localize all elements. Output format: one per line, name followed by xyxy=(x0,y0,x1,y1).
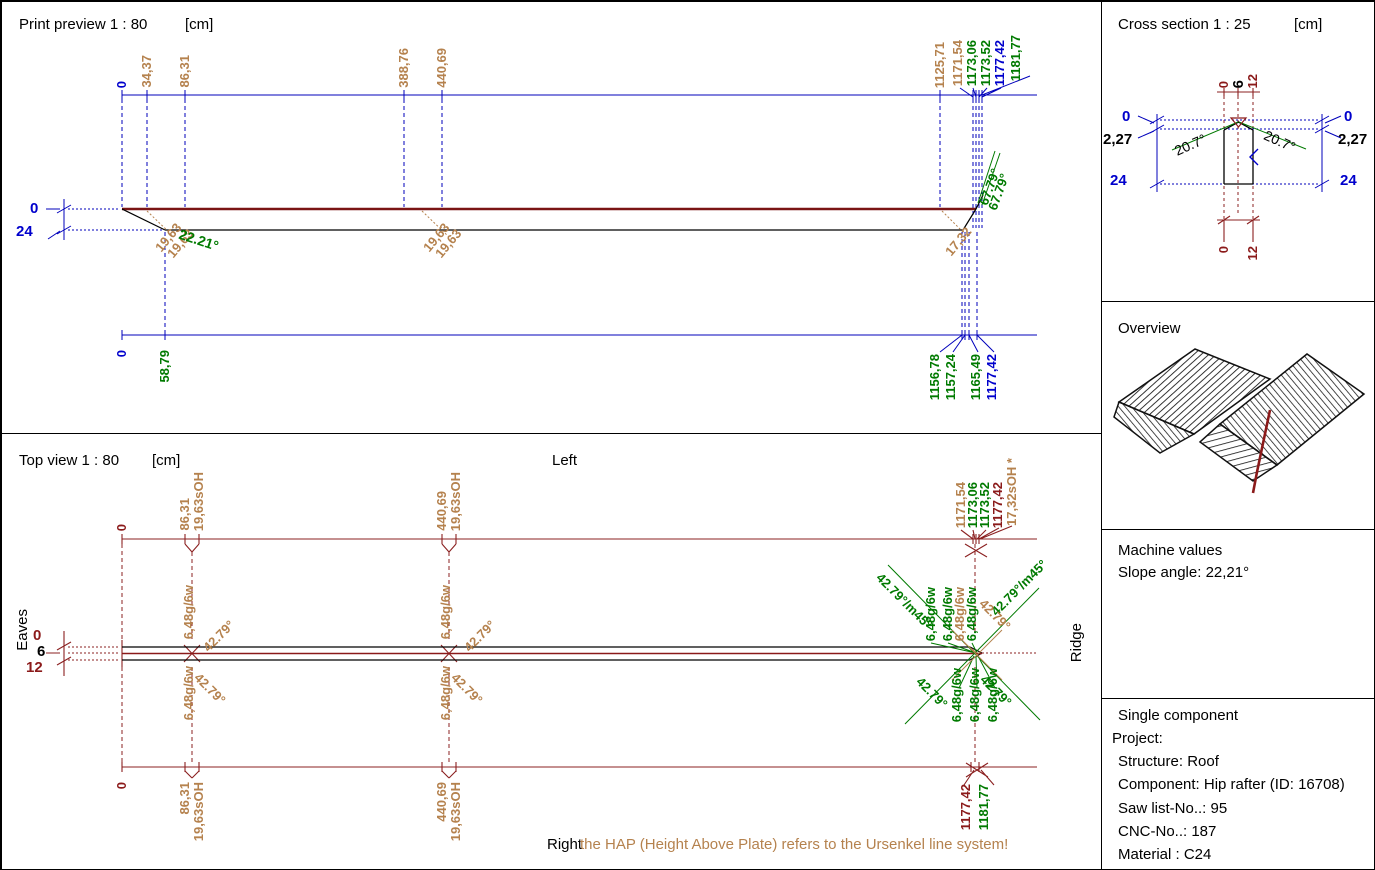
dim-label: 388,76 xyxy=(396,48,411,88)
dim-label: 19,63sOH xyxy=(191,471,206,531)
component-info-line: Material : C24 xyxy=(1118,846,1212,863)
panel-title: Print preview 1 : 80 xyxy=(19,16,148,33)
dim-label: 1125,71 xyxy=(932,41,947,88)
dim-label: 1177,42 xyxy=(958,784,973,831)
dim-label: 1156,78 xyxy=(927,354,942,401)
side-view-drawing xyxy=(46,75,1037,353)
dim-label: 12 xyxy=(26,659,43,676)
panel-unit: [cm] xyxy=(152,452,181,469)
dim-label: 1173,06 xyxy=(964,39,979,86)
overview-3d-drawing xyxy=(1113,348,1366,494)
dim-label: 6 xyxy=(37,643,46,660)
side-label-right: Right xyxy=(547,836,583,853)
component-info-line: Project: xyxy=(1112,730,1163,747)
dim-label: 2,27 xyxy=(1103,131,1133,148)
dim-label: 58,79 xyxy=(157,350,172,383)
component-info-line: Structure: Roof xyxy=(1118,753,1219,770)
dim-label: 0 xyxy=(114,523,129,531)
panel-title: Machine values xyxy=(1118,542,1223,559)
overview-panel: Overview xyxy=(1101,301,1374,530)
machine-values-panel: Machine values Slope angle: 22,21° xyxy=(1101,529,1374,699)
dim-label: 1177,42 xyxy=(990,481,1005,528)
slope-angle-value: Slope angle: 22,21° xyxy=(1118,564,1250,581)
dim-label: 0 xyxy=(114,80,129,88)
dim-label: 0 xyxy=(1216,80,1231,88)
panel-title: Overview xyxy=(1118,320,1181,337)
dim-label: 0 xyxy=(114,350,129,358)
dim-label: 1177,42 xyxy=(992,39,1007,86)
machining-label: 6,48g/6w xyxy=(438,666,453,721)
single-component-panel: Single component Project: Structure: Roo… xyxy=(1101,698,1374,869)
machining-label: 6,48g/6w xyxy=(964,586,979,641)
machining-label: 6,48g/6w xyxy=(949,668,964,723)
dim-label: 1173,52 xyxy=(978,39,993,86)
dim-label: 0 xyxy=(1216,246,1231,254)
machining-label: 6,48g/6w xyxy=(181,666,196,721)
dim-label: 17,32sOH * xyxy=(1004,458,1019,526)
component-info-line: Component: Hip rafter (ID: 16708) xyxy=(1118,776,1345,793)
dim-label: 86,31 xyxy=(177,498,192,531)
cross-section-drawing xyxy=(1137,88,1342,242)
top-view-panel: Top view 1 : 80 [cm] Left 0 86,31 19,63s… xyxy=(1,433,1102,869)
side-view-panel: Print preview 1 : 80 [cm] 0 34,37 86,31 … xyxy=(1,1,1102,434)
dim-label: 24 xyxy=(16,223,33,240)
dim-label: 440,69 xyxy=(434,491,449,531)
top-view-drawing xyxy=(46,525,1041,786)
dim-label: 2,27 xyxy=(1338,131,1368,148)
dim-label: 0 xyxy=(114,782,129,790)
panel-unit: [cm] xyxy=(1294,16,1323,33)
dim-label: 34,37 xyxy=(139,55,154,88)
dim-label: 1171,54 xyxy=(950,39,965,86)
dim-label: 0 xyxy=(1344,108,1353,125)
dim-label: 0 xyxy=(33,627,42,644)
ridge-label: Ridge xyxy=(1068,622,1085,662)
hap-warning-text: the HAP (Height Above Plate) refers to t… xyxy=(580,836,1009,853)
dim-label: 1181,77 xyxy=(1008,34,1023,81)
machining-label: 6,48g/6w xyxy=(967,668,982,723)
dim-label: 440,69 xyxy=(434,48,449,88)
dim-label: 24 xyxy=(1110,172,1127,189)
dim-label: 1177,42 xyxy=(984,354,999,401)
dim-label: 19,63sOH xyxy=(448,471,463,531)
dim-label: 19,63sOH xyxy=(191,782,206,842)
dim-label: 1157,24 xyxy=(943,354,958,401)
panel-title: Top view 1 : 80 xyxy=(19,452,120,469)
machining-label: 6,48g/6w xyxy=(438,584,453,639)
cross-section-panel: Cross section 1 : 25 [cm] 0 6 12 0 12 0 … xyxy=(1101,1,1374,302)
panel-title: Single component xyxy=(1118,707,1239,724)
dim-label: 12 xyxy=(1245,73,1260,88)
dim-label: 12 xyxy=(1245,246,1260,261)
dim-label: 86,31 xyxy=(177,782,192,815)
panel-unit: [cm] xyxy=(185,16,214,33)
dim-label: 1165,49 xyxy=(968,354,983,401)
panel-title: Cross section 1 : 25 xyxy=(1118,16,1251,33)
dim-label: 86,31 xyxy=(177,55,192,88)
dim-label: 440,69 xyxy=(434,782,449,822)
component-info-line: Saw list-No..: 95 xyxy=(1118,800,1228,817)
component-info-line: CNC-No..: 187 xyxy=(1118,823,1217,840)
machining-label: 6,48g/6w xyxy=(181,584,196,639)
eaves-label: Eaves xyxy=(14,609,31,651)
dim-label: 1181,77 xyxy=(976,784,991,831)
dim-label: 0 xyxy=(1122,108,1131,125)
side-label-left: Left xyxy=(552,452,578,469)
dim-label: 19,63sOH xyxy=(448,782,463,842)
dim-label: 24 xyxy=(1340,172,1357,189)
dim-label: 0 xyxy=(30,200,39,217)
